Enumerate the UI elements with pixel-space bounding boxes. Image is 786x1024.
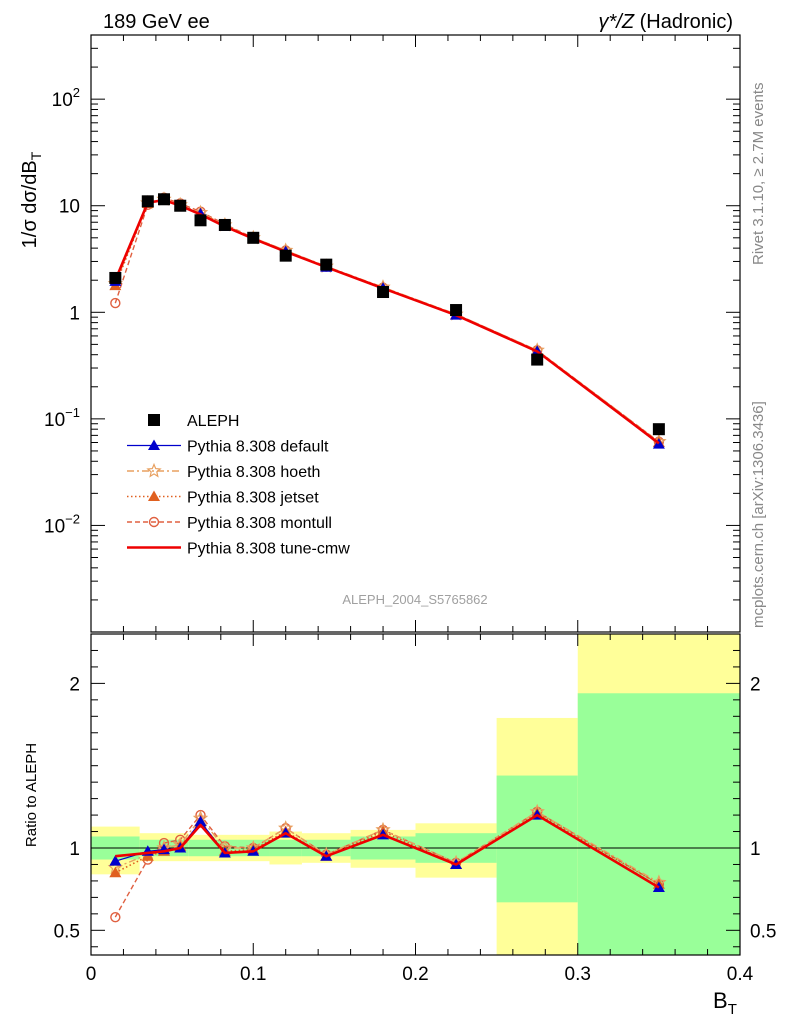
main-data-point (194, 214, 207, 227)
legend-label-hoeth: Pythia 8.308 hoeth (187, 464, 320, 481)
legend-item-tunecmw: Pythia 8.308 tune-cmw (127, 541, 350, 558)
main-data-point (218, 218, 231, 231)
ratio-y-tick-label: 2 (69, 674, 80, 695)
main-y-tick-label: 10−2 (44, 511, 80, 537)
ratio-tunecmw-line (115, 813, 660, 889)
header-left: 189 GeV ee (103, 11, 210, 33)
ratio-band-inner (496, 775, 578, 903)
main-y-tick-label-exp: 2 (73, 85, 80, 100)
main-y-axis-label-text: 1/σ dσ/dB (19, 160, 41, 248)
ratio-x-tick-label: 0 (86, 964, 97, 985)
watermark: ALEPH_2004_S5765862 (342, 592, 487, 607)
ratio-y-tick-label-right: 2 (750, 674, 761, 695)
ratio-default-point (194, 815, 207, 827)
x-axis-label-text: B (713, 988, 728, 1013)
main-montull-line (114, 196, 660, 443)
ratio-montull-point (110, 911, 121, 923)
legend-label-data: ALEPH (187, 413, 239, 430)
ratio-x-tick-label: 0.2 (402, 964, 428, 985)
main-tunecmw-line (114, 198, 660, 445)
legend-item-montull: Pythia 8.308 montull (127, 515, 332, 532)
legend-label-jetset: Pythia 8.308 jetset (187, 490, 319, 507)
main-data-point (158, 193, 171, 206)
ratio-y-tick-label-right: 1 (750, 839, 761, 860)
legend: ALEPH Pythia 8.308 default Pythia 8.308 ho… (127, 413, 350, 558)
main-data-point (531, 353, 544, 366)
main-marks (107, 191, 667, 449)
main-y-tick-label-base: 10 (52, 90, 73, 111)
legend-label-montull: Pythia 8.308 montull (187, 515, 332, 532)
legend-marker-hoeth (146, 462, 162, 478)
ratio-y-tick-label-right: 0.5 (750, 921, 776, 942)
x-axis-label: BT (713, 988, 737, 1018)
ratio-marks (107, 803, 667, 923)
ratio-panel: 0 0.1 0.2 0.3 0.4 0.5 0.5 1 1 2 2 Ratio to ALEPH B… (23, 633, 776, 1018)
mcplots-label: mcplots.cern.ch [arXiv:1306.3436] (750, 401, 767, 628)
legend-marker-data (148, 414, 160, 426)
main-series-hoeth (107, 191, 667, 449)
main-y-tick-label: 10 (59, 197, 80, 218)
main-series-data (109, 193, 665, 436)
main-montull-point (110, 297, 121, 309)
main-y-tick-label-exp: −1 (65, 405, 80, 420)
main-hoeth-line (114, 198, 660, 443)
main-y-tick-label: 102 (52, 85, 80, 111)
main-panel: ALEPH Pythia 8.308 default Pythia 8.308 ho… (19, 34, 741, 633)
legend-label-default: Pythia 8.308 default (187, 439, 329, 456)
header-right: γ*/Z (Hadronic) (599, 11, 733, 33)
main-default-line (114, 199, 660, 445)
rivet-label: Rivet 3.1.10, ≥ 2.7M events (750, 83, 767, 266)
main-y-axis-label: 1/σ dσ/dBT (19, 151, 44, 248)
header-right-main: γ*/Z (599, 11, 635, 33)
main-data-point (279, 249, 292, 262)
header-right-paren: (Hadronic) (640, 11, 733, 33)
main-y-tick-label: 1 (69, 303, 80, 324)
main-data-point (109, 271, 122, 284)
legend-marker-jetset (148, 490, 160, 501)
legend-item-hoeth: Pythia 8.308 hoeth (127, 462, 320, 481)
ratio-y-tick-label: 0.5 (54, 921, 80, 942)
main-data-point (141, 195, 154, 208)
main-y-tick-label-exp: −2 (65, 511, 80, 526)
ratio-x-tick-label: 0.3 (565, 964, 591, 985)
main-series-montull (110, 192, 665, 447)
legend-item-default: Pythia 8.308 default (127, 439, 329, 456)
main-data-point (247, 231, 260, 244)
legend-marker-montull (148, 516, 160, 528)
ratio-default-point (109, 855, 122, 866)
legend-item-jetset: Pythia 8.308 jetset (127, 490, 319, 507)
ratio-y-tick-label: 1 (69, 839, 80, 860)
main-y-tick-label: 10−1 (44, 405, 80, 431)
ratio-x-tick-label: 0.4 (727, 964, 754, 985)
main-jetset-line (114, 199, 660, 444)
main-data-point (174, 199, 187, 212)
ratio-bands (91, 634, 740, 955)
ratio-axes: 0 0.1 0.2 0.3 0.4 0.5 0.5 1 1 2 2 (54, 633, 776, 985)
ratio-y-axis-label: Ratio to ALEPH (23, 743, 40, 847)
legend-item-data: ALEPH (148, 413, 239, 430)
main-y-axis-label-sub: T (28, 151, 44, 160)
main-series-default (109, 193, 665, 449)
legend-marker-default (148, 439, 160, 450)
ratio-series-tunecmw (115, 813, 660, 889)
main-series-jetset (109, 194, 665, 448)
main-y-tick-label-base: 10 (44, 516, 65, 537)
main-data-point (450, 304, 463, 317)
legend-label-tunecmw: Pythia 8.308 tune-cmw (187, 541, 350, 558)
main-y-tick-label-base: 1 (69, 303, 80, 324)
main-data-point (652, 423, 665, 436)
ratio-x-tick-label: 0.1 (240, 964, 266, 985)
ratio-jetset-point (109, 866, 122, 878)
main-series-tunecmw (114, 198, 660, 445)
main-data-point (377, 286, 390, 299)
main-y-tick-label-base: 10 (59, 197, 80, 218)
x-axis-label-sub: T (728, 1001, 737, 1018)
main-data-point (320, 258, 333, 271)
ratio-band-inner (577, 693, 740, 955)
main-y-tick-label-base: 10 (44, 410, 65, 431)
